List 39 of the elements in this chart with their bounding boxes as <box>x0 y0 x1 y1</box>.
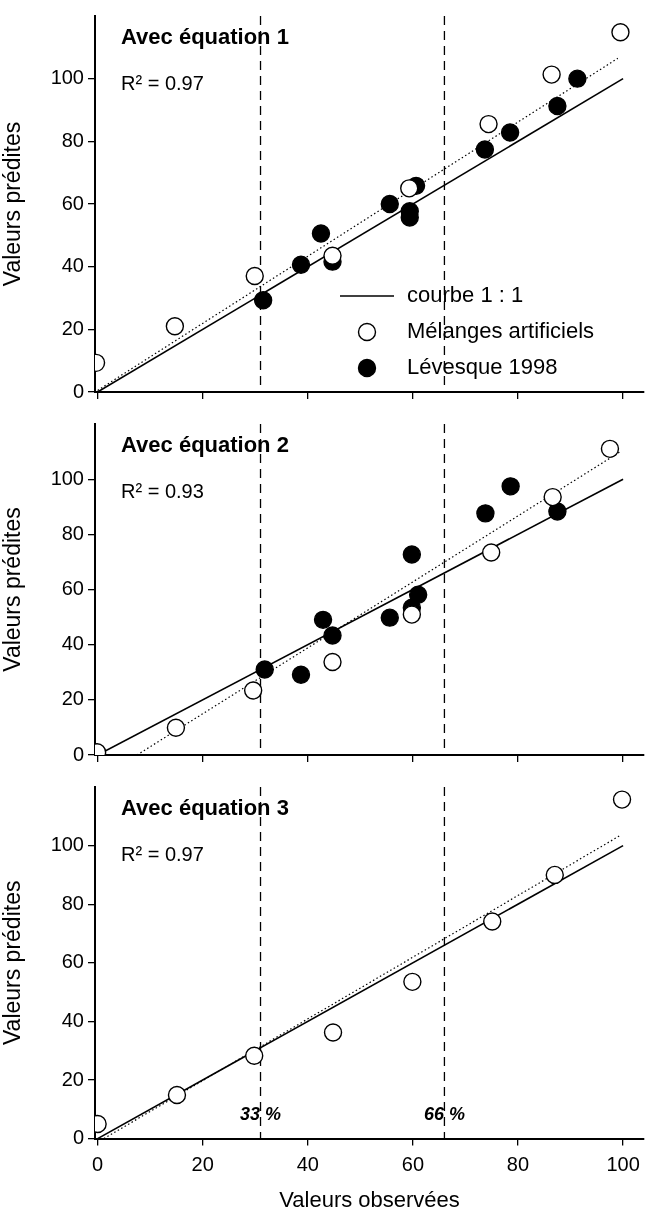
y-tick-label: 100 <box>50 66 84 89</box>
y-tick-label: 80 <box>61 128 84 151</box>
annotation: 66 % <box>423 1104 465 1125</box>
y-tick-label: 0 <box>72 1126 84 1149</box>
y-axis-title: Valeurs prédites <box>0 121 26 287</box>
y-tick-label: 80 <box>61 521 84 544</box>
chart-title: Avec équation 1 <box>121 24 289 50</box>
annotation: R² = 0.93 <box>121 479 204 502</box>
annotation: R² = 0.97 <box>121 71 204 94</box>
y-tick-label: 60 <box>61 577 84 600</box>
legend-label: courbe 1 : 1 <box>407 282 524 308</box>
y-tick-label: 100 <box>50 466 84 489</box>
y-tick-label: 40 <box>61 254 84 277</box>
y-tick-label: 60 <box>61 950 84 973</box>
x-tick-label: 100 <box>606 1153 640 1176</box>
y-tick-label: 20 <box>61 1067 84 1090</box>
chart-title: Avec équation 3 <box>121 795 289 821</box>
y-tick-label: 0 <box>72 379 84 402</box>
legend-label: Lévesque 1998 <box>407 354 558 380</box>
x-tick-label: 0 <box>92 1153 104 1176</box>
legend-label: Mélanges artificiels <box>407 318 595 344</box>
y-tick-label: 60 <box>61 191 84 214</box>
chart-title: Avec équation 2 <box>121 432 289 458</box>
x-tick-label: 80 <box>506 1153 530 1176</box>
annotation: R² = 0.97 <box>121 842 204 865</box>
y-tick-label: 100 <box>50 833 84 856</box>
x-tick-label: 20 <box>191 1153 214 1176</box>
y-axis-title: Valeurs prédites <box>0 880 26 1046</box>
y-tick-label: 20 <box>61 316 84 339</box>
x-axis-title: Valeurs observées <box>279 1186 460 1212</box>
y-tick-label: 40 <box>61 632 84 655</box>
y-tick-label: 80 <box>61 891 84 914</box>
y-tick-label: 20 <box>61 687 84 710</box>
x-tick-label: 40 <box>296 1153 319 1176</box>
y-tick-label: 0 <box>72 742 84 765</box>
y-axis-title: Valeurs prédites <box>0 507 26 672</box>
x-tick-label: 60 <box>401 1153 425 1176</box>
annotation: 33 % <box>240 1104 282 1125</box>
y-tick-label: 40 <box>61 1008 84 1031</box>
